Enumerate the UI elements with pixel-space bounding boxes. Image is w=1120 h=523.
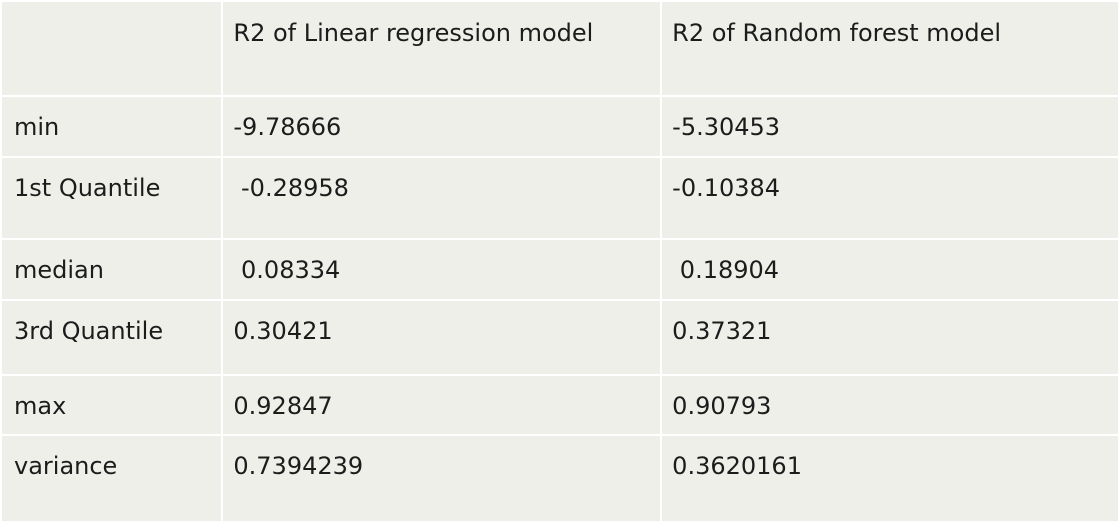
forest-value: 0.3620161 — [660, 434, 1120, 523]
forest-value: 0.18904 — [660, 238, 1120, 301]
row-label: max — [0, 374, 224, 436]
header-linear-regression: R2 of Linear regression model — [221, 0, 663, 97]
header-cell-empty — [0, 0, 224, 97]
linear-value: 0.92847 — [221, 374, 663, 436]
table-row-min: min -9.78666 -5.30453 — [0, 95, 1120, 158]
table-row-max: max 0.92847 0.90793 — [0, 374, 1120, 436]
row-label: variance — [0, 434, 224, 523]
linear-value: 0.30421 — [221, 299, 663, 376]
row-label: median — [0, 238, 224, 301]
table-row-median: median 0.08334 0.18904 — [0, 238, 1120, 301]
linear-value: -0.28958 — [221, 156, 663, 240]
forest-value: 0.90793 — [660, 374, 1120, 436]
forest-value: 0.37321 — [660, 299, 1120, 376]
linear-value: -9.78666 — [221, 95, 663, 158]
forest-value: -0.10384 — [660, 156, 1120, 240]
row-label: 1st Quantile — [0, 156, 224, 240]
table-row-1st-quantile: 1st Quantile -0.28958 -0.10384 — [0, 156, 1120, 240]
table-header-row: R2 of Linear regression model R2 of Rand… — [0, 0, 1120, 97]
linear-value: 0.7394239 — [221, 434, 663, 523]
row-label: 3rd Quantile — [0, 299, 224, 376]
table-row-3rd-quantile: 3rd Quantile 0.30421 0.37321 — [0, 299, 1120, 376]
linear-value: 0.08334 — [221, 238, 663, 301]
row-label: min — [0, 95, 224, 158]
forest-value: -5.30453 — [660, 95, 1120, 158]
header-random-forest: R2 of Random forest model — [660, 0, 1120, 97]
table-row-variance: variance 0.7394239 0.3620161 — [0, 434, 1120, 523]
